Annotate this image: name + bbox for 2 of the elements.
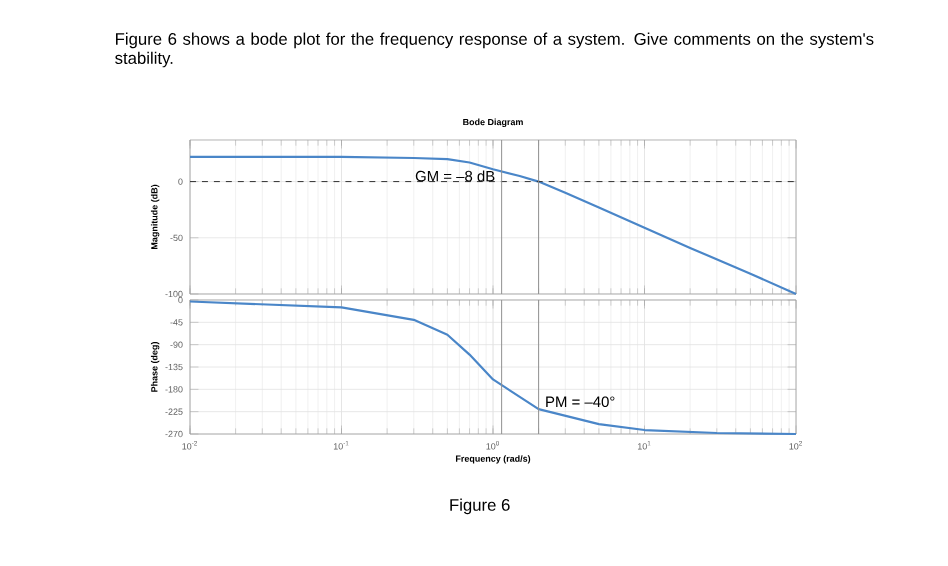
caption: Figure 6 [450, 498, 510, 515]
caption: Figure 6 shows a bode plot for the frequency response of a system. Give comments on the system's stability. [115, 32, 874, 68]
